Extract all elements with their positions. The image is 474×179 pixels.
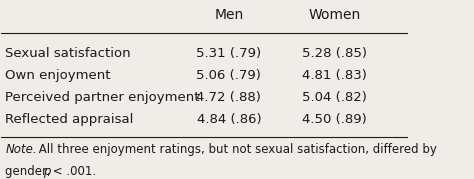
Text: 5.31 (.79): 5.31 (.79) <box>196 47 262 60</box>
Text: Own enjoyment: Own enjoyment <box>5 69 111 82</box>
Text: 4.81 (.83): 4.81 (.83) <box>302 69 367 82</box>
Text: Perceived partner enjoyment: Perceived partner enjoyment <box>5 91 200 104</box>
Text: Sexual satisfaction: Sexual satisfaction <box>5 47 131 60</box>
Text: All three enjoyment ratings, but not sexual satisfaction, differed by: All three enjoyment ratings, but not sex… <box>35 143 437 156</box>
Text: < .001.: < .001. <box>49 165 96 178</box>
Text: 5.28 (.85): 5.28 (.85) <box>302 47 367 60</box>
Text: gender,: gender, <box>5 165 55 178</box>
Text: p: p <box>43 165 50 178</box>
Text: Note.: Note. <box>5 143 37 156</box>
Text: Men: Men <box>214 8 244 22</box>
Text: 5.06 (.79): 5.06 (.79) <box>196 69 261 82</box>
Text: 4.72 (.88): 4.72 (.88) <box>196 91 261 104</box>
Text: 4.50 (.89): 4.50 (.89) <box>302 113 367 126</box>
Text: 4.84 (.86): 4.84 (.86) <box>197 113 261 126</box>
Text: Women: Women <box>309 8 361 22</box>
Text: Reflected appraisal: Reflected appraisal <box>5 113 134 126</box>
Text: 5.04 (.82): 5.04 (.82) <box>302 91 367 104</box>
